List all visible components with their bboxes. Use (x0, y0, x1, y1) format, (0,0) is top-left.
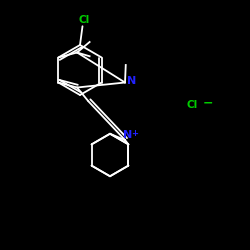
Text: N: N (124, 130, 132, 140)
Text: Cl: Cl (187, 100, 198, 110)
Text: +: + (131, 128, 138, 138)
Text: −: − (203, 96, 213, 110)
Text: N: N (127, 76, 136, 86)
Text: Cl: Cl (78, 15, 90, 25)
